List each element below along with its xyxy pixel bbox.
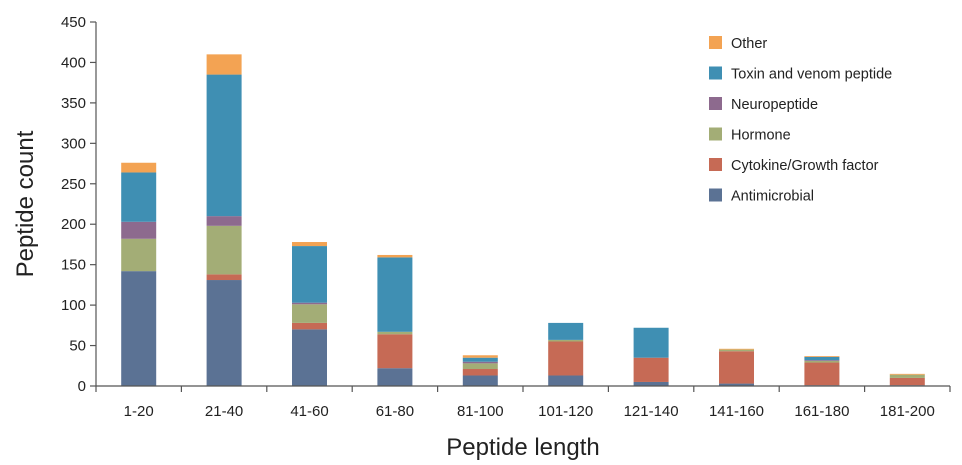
x-tick-label: 1-20 xyxy=(124,403,154,420)
bar-segment xyxy=(121,172,157,222)
x-tick-label: 161-180 xyxy=(794,403,849,420)
bar-segment xyxy=(548,375,584,386)
x-tick-label: 101-120 xyxy=(538,403,593,420)
bar-segment xyxy=(548,322,584,340)
legend-swatch xyxy=(709,36,722,49)
bar-segment xyxy=(804,362,840,386)
y-tick-label: 100 xyxy=(61,297,86,314)
bar-segment xyxy=(206,216,242,226)
bar-segment xyxy=(633,381,669,386)
bar-segment xyxy=(206,54,242,75)
x-ticks: 1-20 21-40 41-60 61-80 81-100 101-120 121-140 1… xyxy=(95,386,951,420)
bar-segment xyxy=(121,271,157,386)
bar-segment xyxy=(121,162,157,173)
y-ticks: 0 50 100 150 200 250 300 350 400 450 xyxy=(61,14,96,395)
bar-segment xyxy=(804,356,840,361)
bar-segment xyxy=(206,225,242,275)
bars-layer xyxy=(121,54,925,386)
bar-segment xyxy=(292,302,327,305)
bar-segment xyxy=(462,375,498,386)
x-tick-label: 181-200 xyxy=(880,403,935,420)
bar-segment xyxy=(462,369,498,376)
y-axis-title: Peptide count xyxy=(12,130,39,277)
legend-swatch xyxy=(709,188,722,202)
x-tick-label: 21-40 xyxy=(205,403,243,420)
x-axis-title: Peptide length xyxy=(446,434,599,460)
x-tick-label: 41-60 xyxy=(290,403,328,420)
bar-segment xyxy=(292,304,327,323)
bar-segment xyxy=(377,331,413,335)
y-tick-label: 350 xyxy=(61,95,86,112)
bar-segment xyxy=(889,377,925,386)
bar-segment xyxy=(719,351,754,384)
bar-segment xyxy=(719,348,754,350)
bar-segment xyxy=(206,280,242,386)
y-tick-label: 450 xyxy=(61,14,86,31)
legend-swatch xyxy=(709,127,722,141)
bar-segment xyxy=(377,368,413,386)
bar-segment xyxy=(206,74,242,217)
legend-label: Antimicrobial xyxy=(731,189,814,205)
bar-segment xyxy=(548,339,584,342)
bar-segment xyxy=(292,242,327,247)
y-tick-label: 400 xyxy=(61,54,86,71)
legend: Other Toxin and venom peptide Neuropeptide… xyxy=(709,36,892,205)
y-tick-label: 200 xyxy=(61,216,86,233)
bar-segment xyxy=(377,334,413,369)
bar-segment xyxy=(804,360,840,361)
legend-label: Toxin and venom peptide xyxy=(731,67,892,83)
bar-segment xyxy=(804,360,840,363)
bar-segment xyxy=(121,221,157,239)
bar-segment xyxy=(889,374,925,378)
bar-segment xyxy=(804,356,840,357)
x-tick-label: 121-140 xyxy=(624,403,679,420)
y-tick-label: 150 xyxy=(61,257,86,274)
bar-segment xyxy=(377,257,413,332)
bar-segment xyxy=(889,373,925,375)
bar-segment xyxy=(462,357,498,362)
y-tick-label: 300 xyxy=(61,135,86,152)
bar-segment xyxy=(462,363,498,370)
y-tick-label: 250 xyxy=(61,176,86,193)
bar-segment xyxy=(292,246,327,303)
y-tick-label: 50 xyxy=(69,338,86,355)
bar-segment xyxy=(292,329,327,386)
bar-segment xyxy=(292,322,327,330)
bar-segment xyxy=(719,349,754,352)
legend-swatch xyxy=(709,66,722,80)
bar-segment xyxy=(633,357,669,382)
x-tick-label: 81-100 xyxy=(457,403,504,420)
legend-label: Cytokine/Growth factor xyxy=(731,158,879,174)
legend-label: Hormone xyxy=(731,128,791,144)
legend-swatch xyxy=(709,158,722,171)
bar-segment xyxy=(206,274,242,281)
bar-segment xyxy=(719,383,754,386)
bar-segment xyxy=(377,254,413,258)
legend-label: Neuropeptide xyxy=(731,97,818,113)
bar-segment xyxy=(633,327,669,358)
legend-swatch xyxy=(709,97,722,110)
y-tick-label: 0 xyxy=(78,378,86,395)
x-tick-label: 141-160 xyxy=(709,403,764,420)
legend-label: Other xyxy=(731,36,767,52)
x-tick-label: 61-80 xyxy=(376,403,414,420)
bar-segment xyxy=(121,238,157,272)
bar-segment xyxy=(462,361,498,364)
bar-segment xyxy=(548,341,584,376)
bar-segment xyxy=(462,355,498,358)
